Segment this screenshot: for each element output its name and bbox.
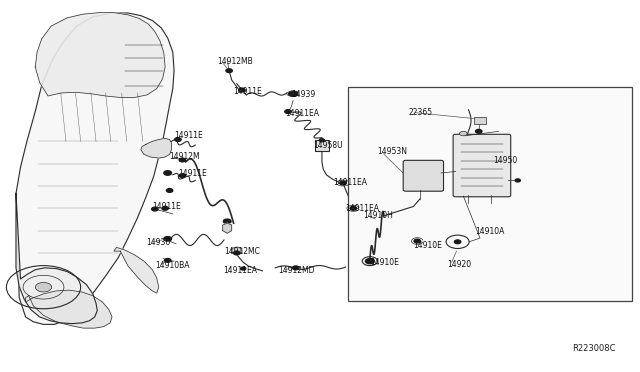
FancyBboxPatch shape	[453, 134, 511, 197]
Text: 14910E: 14910E	[413, 241, 442, 250]
Circle shape	[241, 267, 246, 270]
Circle shape	[166, 189, 173, 192]
Text: 14910E: 14910E	[370, 258, 399, 267]
Circle shape	[162, 206, 168, 210]
Circle shape	[289, 91, 298, 96]
Circle shape	[179, 174, 186, 177]
Circle shape	[285, 110, 291, 113]
Circle shape	[179, 158, 186, 162]
Text: 14910BA: 14910BA	[155, 262, 189, 270]
Text: 14910A: 14910A	[475, 227, 504, 236]
Text: 14911E: 14911E	[234, 87, 262, 96]
Circle shape	[292, 266, 299, 270]
Circle shape	[340, 181, 346, 185]
Circle shape	[164, 171, 172, 175]
Text: 14910H: 14910H	[364, 211, 394, 219]
Text: 14950: 14950	[493, 156, 517, 165]
Circle shape	[164, 259, 171, 262]
Text: 14912M: 14912M	[170, 152, 200, 161]
Circle shape	[226, 69, 232, 73]
Polygon shape	[223, 223, 232, 233]
Circle shape	[234, 251, 240, 255]
Text: 14911EA: 14911EA	[285, 109, 319, 118]
Bar	[474, 117, 486, 124]
Circle shape	[239, 88, 245, 92]
Circle shape	[476, 129, 482, 133]
FancyBboxPatch shape	[403, 160, 444, 191]
Text: 14911E: 14911E	[178, 169, 207, 178]
Text: 14911EA: 14911EA	[223, 266, 257, 275]
Text: 14912MC: 14912MC	[224, 247, 260, 256]
Circle shape	[152, 207, 158, 211]
Polygon shape	[16, 193, 97, 324]
Text: 14920: 14920	[447, 260, 471, 269]
Text: R223008C: R223008C	[572, 344, 616, 353]
Circle shape	[175, 138, 181, 141]
Polygon shape	[114, 247, 159, 293]
Text: 22365: 22365	[408, 108, 433, 117]
Polygon shape	[26, 290, 112, 328]
Text: 14911E: 14911E	[152, 202, 181, 211]
Bar	[315, 140, 329, 151]
Circle shape	[460, 131, 467, 136]
Text: 14911EA: 14911EA	[333, 178, 367, 187]
Text: 14953N: 14953N	[378, 147, 408, 156]
Circle shape	[350, 206, 356, 210]
Text: 14912MD: 14912MD	[278, 266, 315, 275]
Text: 14912MB: 14912MB	[218, 57, 253, 66]
Text: 14911E: 14911E	[174, 131, 203, 140]
Polygon shape	[141, 138, 172, 158]
Text: 14939: 14939	[291, 90, 316, 99]
Circle shape	[365, 259, 374, 264]
Polygon shape	[232, 247, 242, 255]
Circle shape	[223, 219, 231, 224]
Text: 14958U: 14958U	[314, 141, 343, 150]
Circle shape	[454, 240, 461, 244]
Circle shape	[35, 282, 52, 292]
Bar	[348, 87, 632, 301]
Polygon shape	[16, 13, 174, 324]
Polygon shape	[35, 13, 165, 97]
Circle shape	[164, 237, 172, 241]
Circle shape	[319, 139, 324, 142]
Text: 14911EA: 14911EA	[346, 204, 380, 213]
Circle shape	[414, 239, 420, 243]
Circle shape	[515, 179, 520, 182]
Text: 14930: 14930	[146, 238, 170, 247]
